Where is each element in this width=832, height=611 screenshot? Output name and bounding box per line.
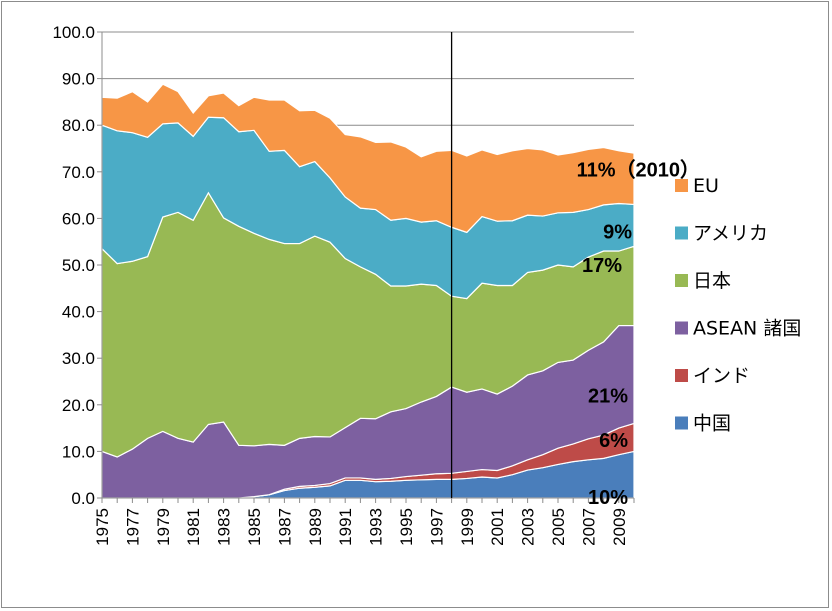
x-tick-label: 1999 xyxy=(458,508,477,546)
y-tick-label: 80.0 xyxy=(62,116,95,135)
x-tick-label: 2001 xyxy=(488,508,507,546)
x-tick-label: 1977 xyxy=(123,508,142,546)
x-tick-label: 2005 xyxy=(549,508,568,546)
y-tick-label: 30.0 xyxy=(62,349,95,368)
legend-label-ASEAN 諸国: ASEAN 諸国 xyxy=(693,318,801,340)
y-tick-label: 50.0 xyxy=(62,256,95,275)
legend-swatch-インド xyxy=(675,369,688,382)
annotation-アメリカ: 9% xyxy=(603,221,632,243)
y-tick-label: 40.0 xyxy=(62,303,95,322)
area-series xyxy=(101,83,635,499)
legend-swatch-EU xyxy=(675,179,688,192)
legend-label-アメリカ: アメリカ xyxy=(693,223,768,245)
x-tick-label: 1987 xyxy=(275,508,294,546)
x-tick-label: 1975 xyxy=(93,508,112,546)
x-tick-label: 1983 xyxy=(215,508,234,546)
y-tick-label: 100.0 xyxy=(52,23,95,42)
x-tick-label: 1979 xyxy=(154,508,173,546)
y-tick-label: 70.0 xyxy=(62,163,95,182)
area-EU xyxy=(101,83,635,234)
legend-label-インド: インド xyxy=(693,365,750,387)
annotation-中国: 10% xyxy=(588,487,628,509)
annotation-ASEAN 諸国: 21% xyxy=(588,385,628,407)
annotation-EU: 11%（2010） xyxy=(577,158,700,181)
x-axis-tick-labels: 1975 1977 1979 1981 1983 1985 1987 1989 1991 1993… xyxy=(93,508,629,546)
x-tick-label: 1991 xyxy=(336,508,355,546)
y-tick-label: 20.0 xyxy=(62,396,95,415)
legend-swatch-アメリカ xyxy=(675,226,688,240)
x-tick-label: 2003 xyxy=(519,508,538,546)
data-annotations: 11%（2010） 9% 17% 21% 6% 10% xyxy=(577,158,700,509)
legend-label-日本: 日本 xyxy=(693,270,731,292)
x-tick-label: 1985 xyxy=(245,508,264,546)
x-tick-label: 2009 xyxy=(610,508,629,546)
legend-label-中国: 中国 xyxy=(693,413,731,435)
axes xyxy=(97,31,635,503)
y-tick-label: 60.0 xyxy=(62,209,95,228)
legend-swatch-ASEAN 諸国 xyxy=(675,321,688,335)
x-tick-label: 1993 xyxy=(367,508,386,546)
legend-swatch-日本 xyxy=(675,274,688,287)
y-tick-label: 10.0 xyxy=(62,442,95,461)
x-tick-label: 1989 xyxy=(306,508,325,546)
x-tick-label: 1997 xyxy=(427,508,446,546)
y-tick-label: 0.0 xyxy=(71,489,95,508)
legend-swatch-中国 xyxy=(675,416,688,430)
x-tick-label: 1995 xyxy=(397,508,416,546)
annotation-インド: 6% xyxy=(599,430,628,452)
annotation-日本: 17% xyxy=(582,255,622,277)
legend-label-EU: EU xyxy=(693,175,719,197)
x-tick-label: 2007 xyxy=(579,508,598,546)
y-axis-tick-labels: 0.0 10.0 20.0 30.0 40.0 50.0 60.0 70.0 80.0 90.0 1… xyxy=(52,23,95,508)
x-tick-label: 1981 xyxy=(184,508,203,546)
y-tick-label: 90.0 xyxy=(62,70,95,89)
